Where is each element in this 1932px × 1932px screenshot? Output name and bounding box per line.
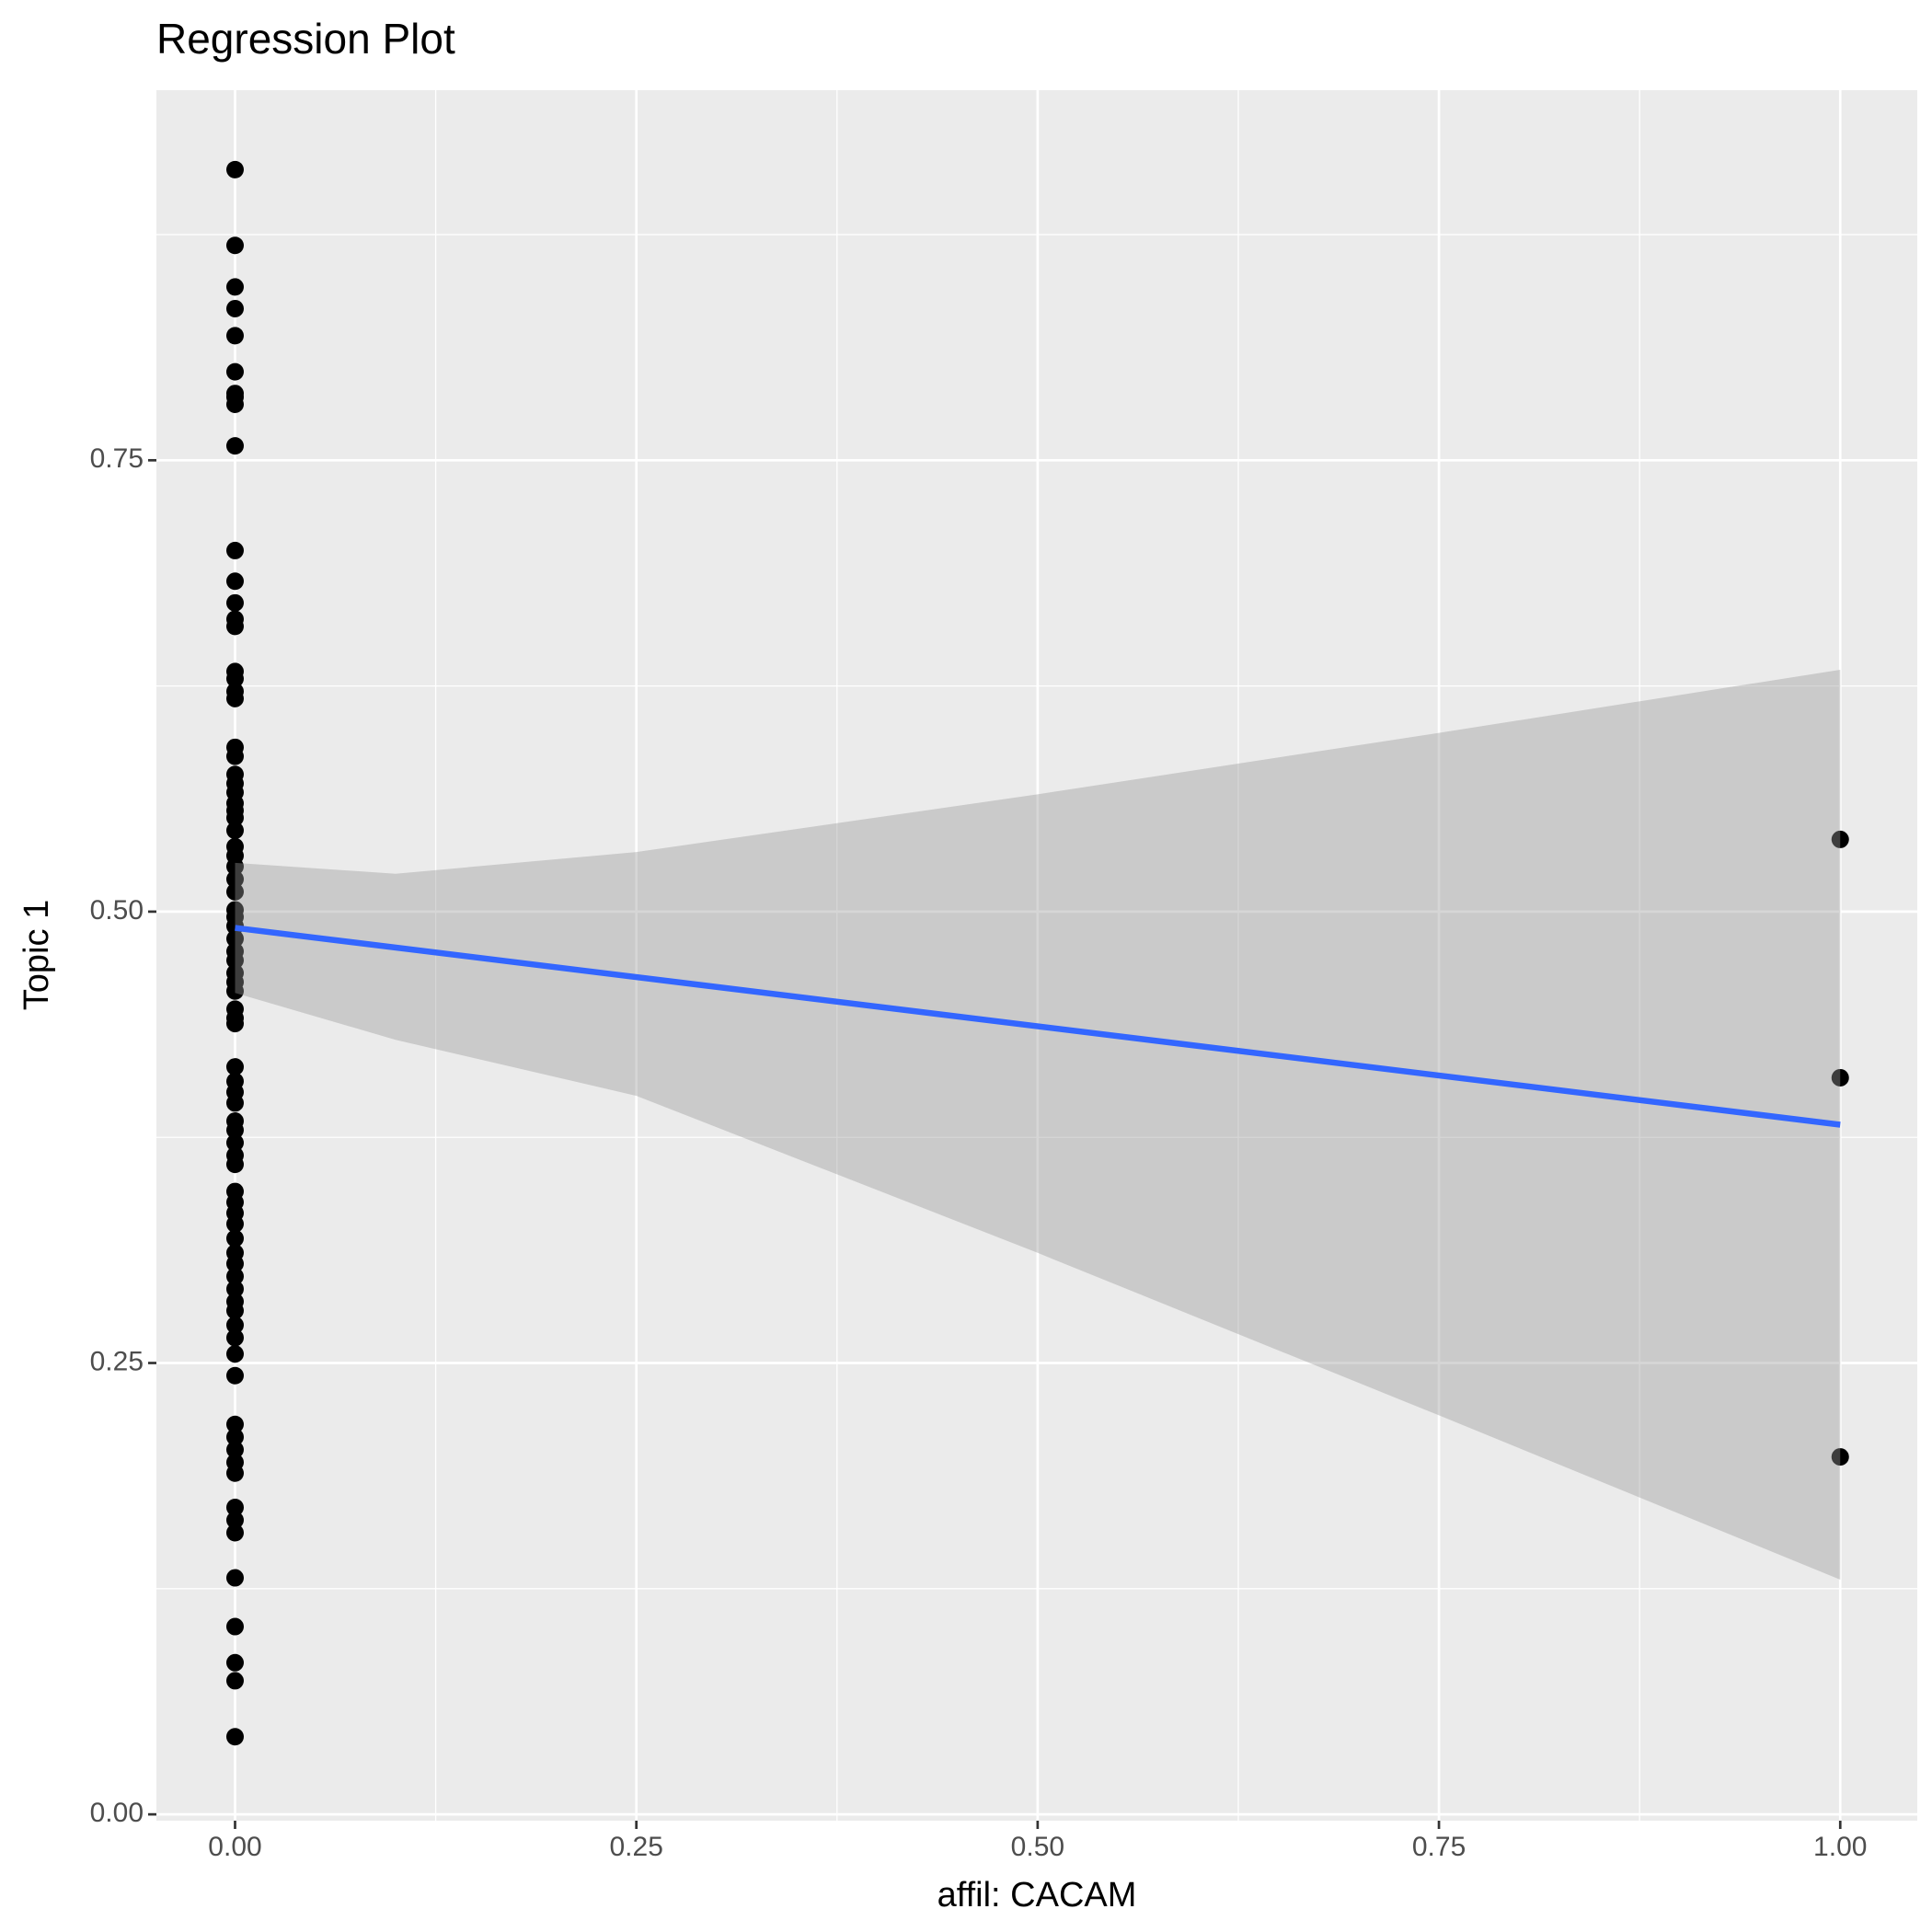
point [225,1499,244,1517]
point [225,1302,244,1320]
point [225,437,244,455]
point [225,822,244,840]
point [225,1267,244,1285]
point [225,1464,244,1482]
point [225,395,244,413]
point [1831,830,1849,848]
point [225,1255,244,1273]
point [225,1524,244,1542]
confidence-band [235,669,1841,1581]
x-axis-label: affil: CACAM [937,1876,1137,1915]
point [225,689,244,707]
point [225,670,244,688]
point [225,1728,244,1746]
point [1831,1068,1849,1087]
point [225,882,244,901]
point [225,299,244,317]
point [225,982,244,1000]
point [225,1316,244,1334]
point [225,929,244,948]
point [1831,1448,1849,1466]
point [225,1015,244,1033]
point [225,1672,244,1690]
point [225,236,244,255]
point [225,1441,244,1459]
point [225,1214,244,1233]
point [225,870,244,889]
point [225,1156,244,1174]
y-tick-label: 0.25 [90,1346,144,1376]
x-tick-label: 1.00 [1813,1832,1867,1862]
point [225,951,244,970]
point [225,593,244,612]
point [225,572,244,591]
point [225,278,244,296]
x-tick-label: 0.75 [1412,1832,1466,1862]
y-axis-label: Topic 1 [17,900,56,1010]
y-tick-label: 0.00 [90,1798,144,1828]
point [225,1366,244,1385]
x-tick-label: 0.50 [1011,1832,1064,1862]
point [225,160,244,178]
chart-title: Regression Plot [156,15,455,63]
point [225,1328,244,1347]
point [225,327,244,345]
point [225,809,244,827]
point [225,1617,244,1636]
point [225,1428,244,1446]
point [225,1058,244,1076]
point [225,1229,244,1248]
point [225,747,244,765]
point [225,1345,244,1363]
y-tick-label: 0.50 [90,895,144,926]
point [225,541,244,559]
x-tick-label: 0.25 [609,1832,662,1862]
point [225,857,244,876]
regression-line [235,925,1841,1128]
point [225,1653,244,1672]
point [225,1511,244,1529]
point [225,1280,244,1298]
point [225,1094,244,1112]
point [225,617,244,636]
x-tick-label: 0.00 [208,1832,261,1862]
point [225,1121,244,1139]
y-tick-label: 0.75 [90,443,144,474]
point [225,1569,244,1587]
point [225,1415,244,1433]
point [225,1133,244,1152]
point [225,362,244,381]
